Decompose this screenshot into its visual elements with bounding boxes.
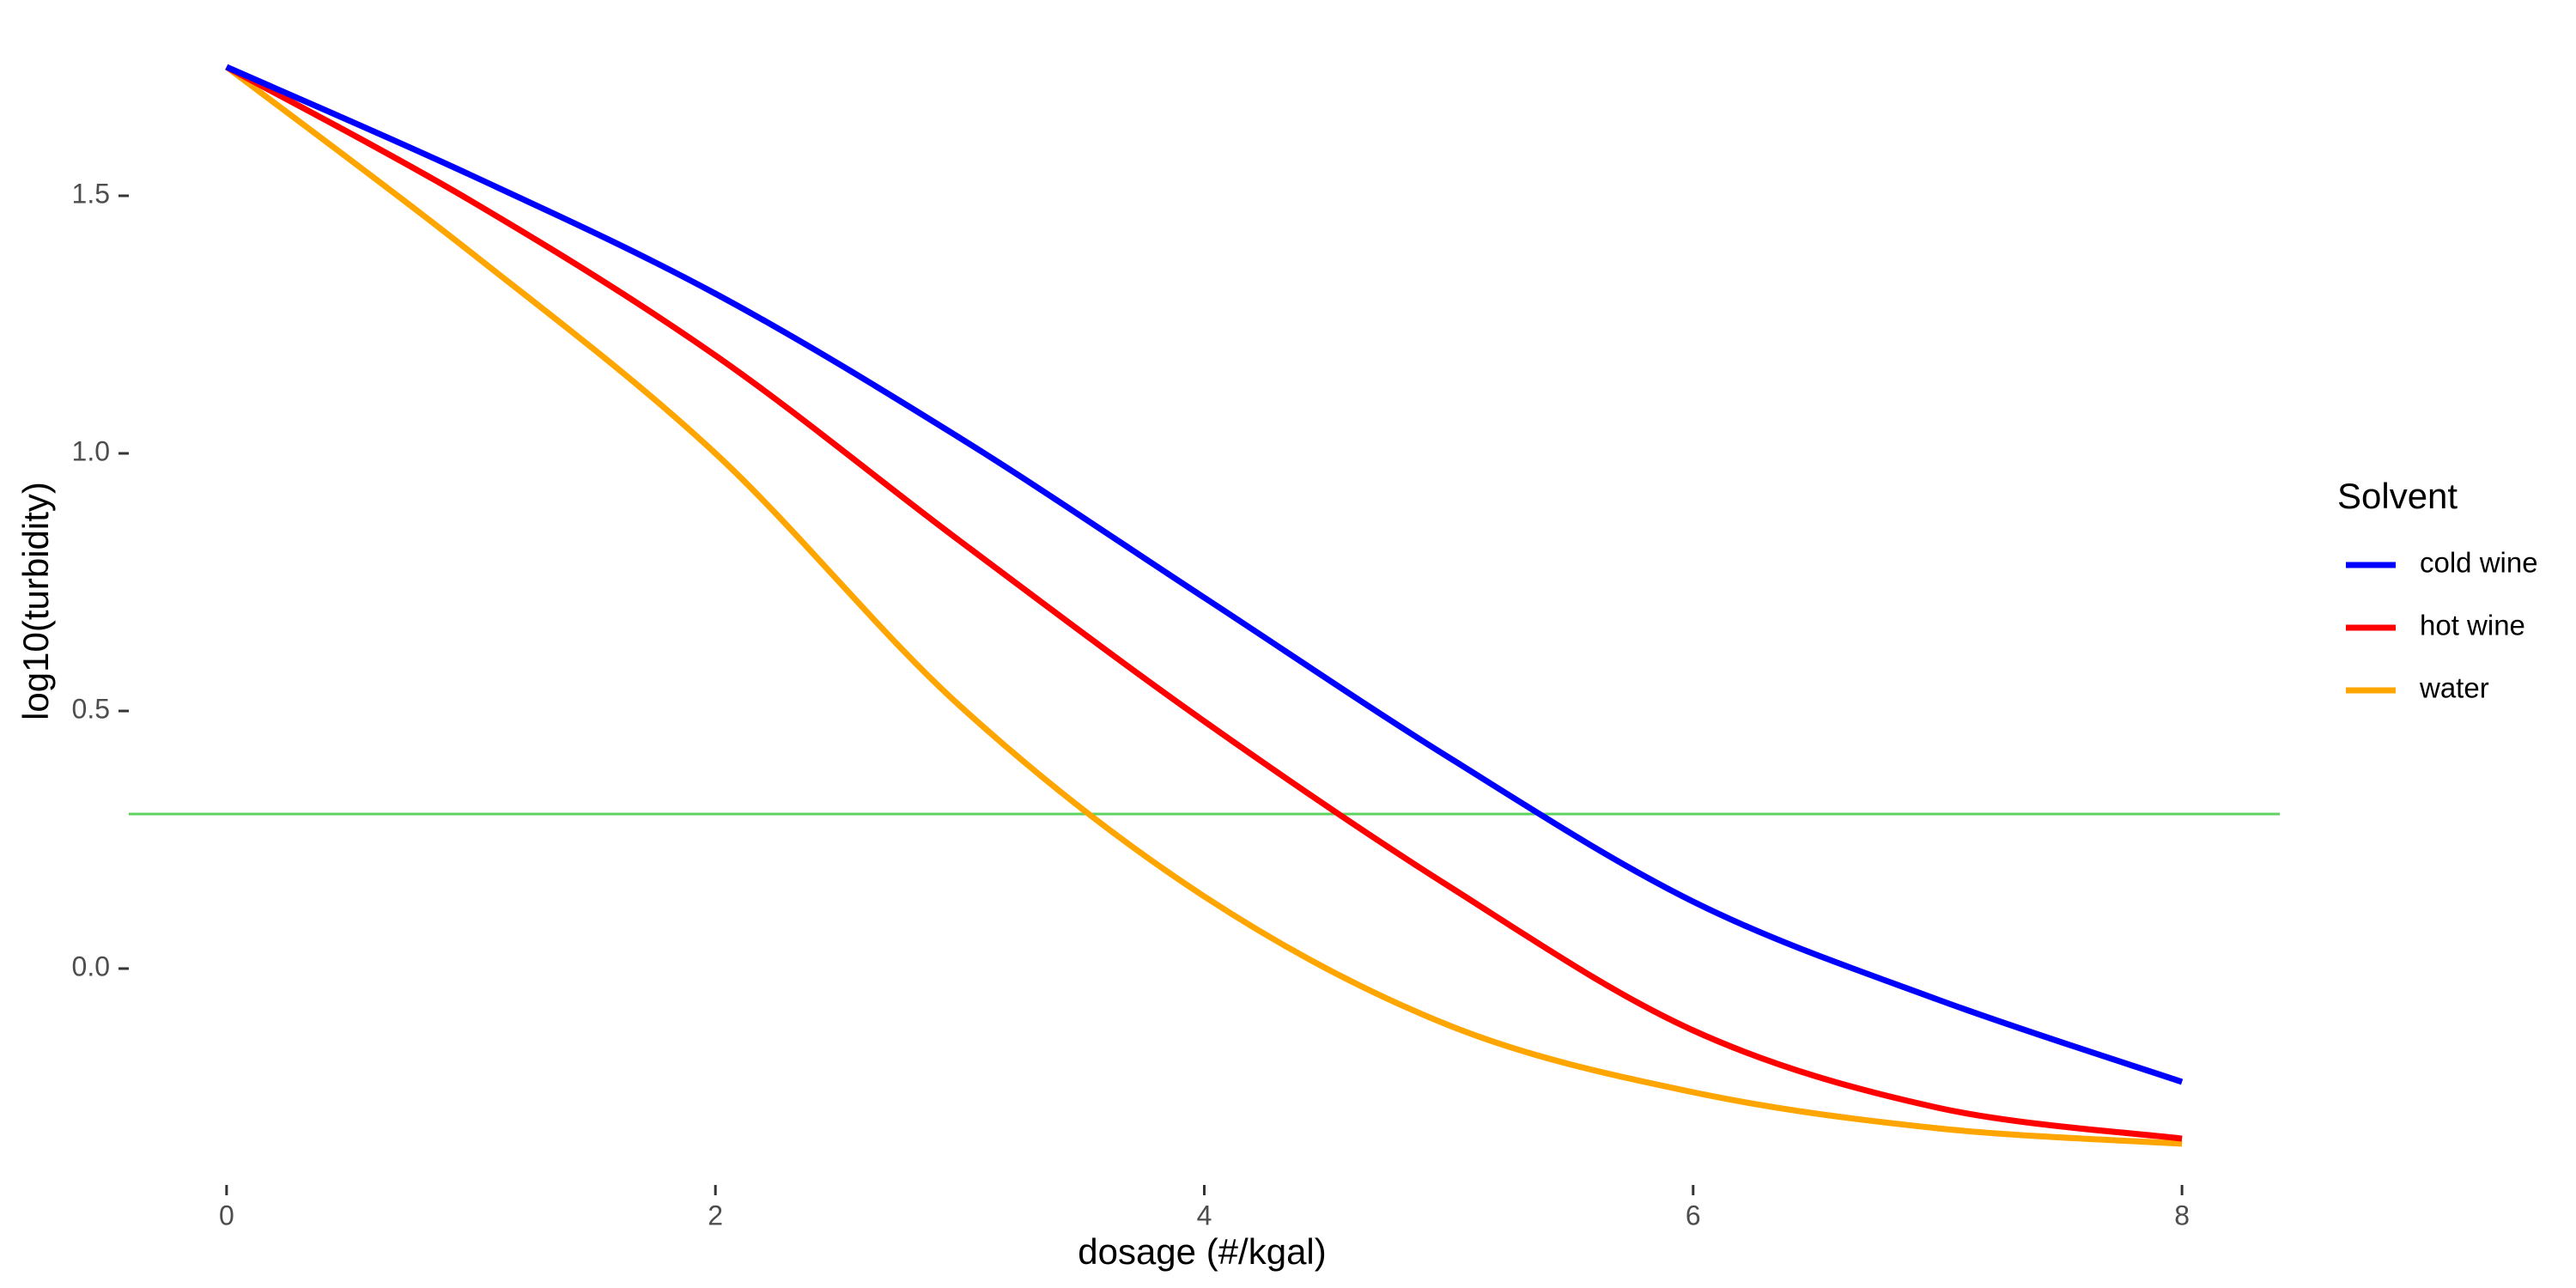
- y-tick-label: 1.0: [72, 435, 110, 466]
- legend: Solvent cold wine hot wine water: [2337, 476, 2538, 704]
- legend-items: cold wine hot wine water: [2346, 547, 2538, 704]
- legend-label: cold wine: [2420, 547, 2538, 579]
- series-line-hot-wine: [225, 64, 2183, 1142]
- legend-item: water: [2346, 672, 2489, 704]
- legend-label: water: [2419, 672, 2489, 704]
- x-tick-label: 6: [1686, 1200, 1701, 1230]
- series-layer: [224, 64, 2184, 1147]
- x-tick-label: 4: [1197, 1200, 1212, 1230]
- x-axis-title: dosage (#/kgal): [1078, 1231, 1327, 1272]
- x-axis: 0 2 4 6 8: [219, 1185, 2190, 1230]
- legend-title: Solvent: [2337, 476, 2458, 516]
- legend-item: cold wine: [2346, 547, 2538, 579]
- x-tick-label: 2: [708, 1200, 723, 1230]
- y-axis: 0.0 0.5 1.0 1.5: [72, 178, 129, 981]
- x-tick-label: 8: [2174, 1200, 2190, 1230]
- y-tick-label: 0.0: [72, 951, 110, 981]
- legend-label: hot wine: [2420, 610, 2525, 641]
- legend-item: hot wine: [2346, 610, 2525, 641]
- y-tick-label: 1.5: [72, 178, 110, 209]
- series-line-cold-wine: [225, 64, 2184, 1085]
- y-tick-label: 0.5: [72, 693, 110, 724]
- y-axis-title: log10(turbidity): [15, 482, 56, 720]
- series-line-water: [224, 64, 2183, 1147]
- x-tick-label: 0: [219, 1200, 234, 1230]
